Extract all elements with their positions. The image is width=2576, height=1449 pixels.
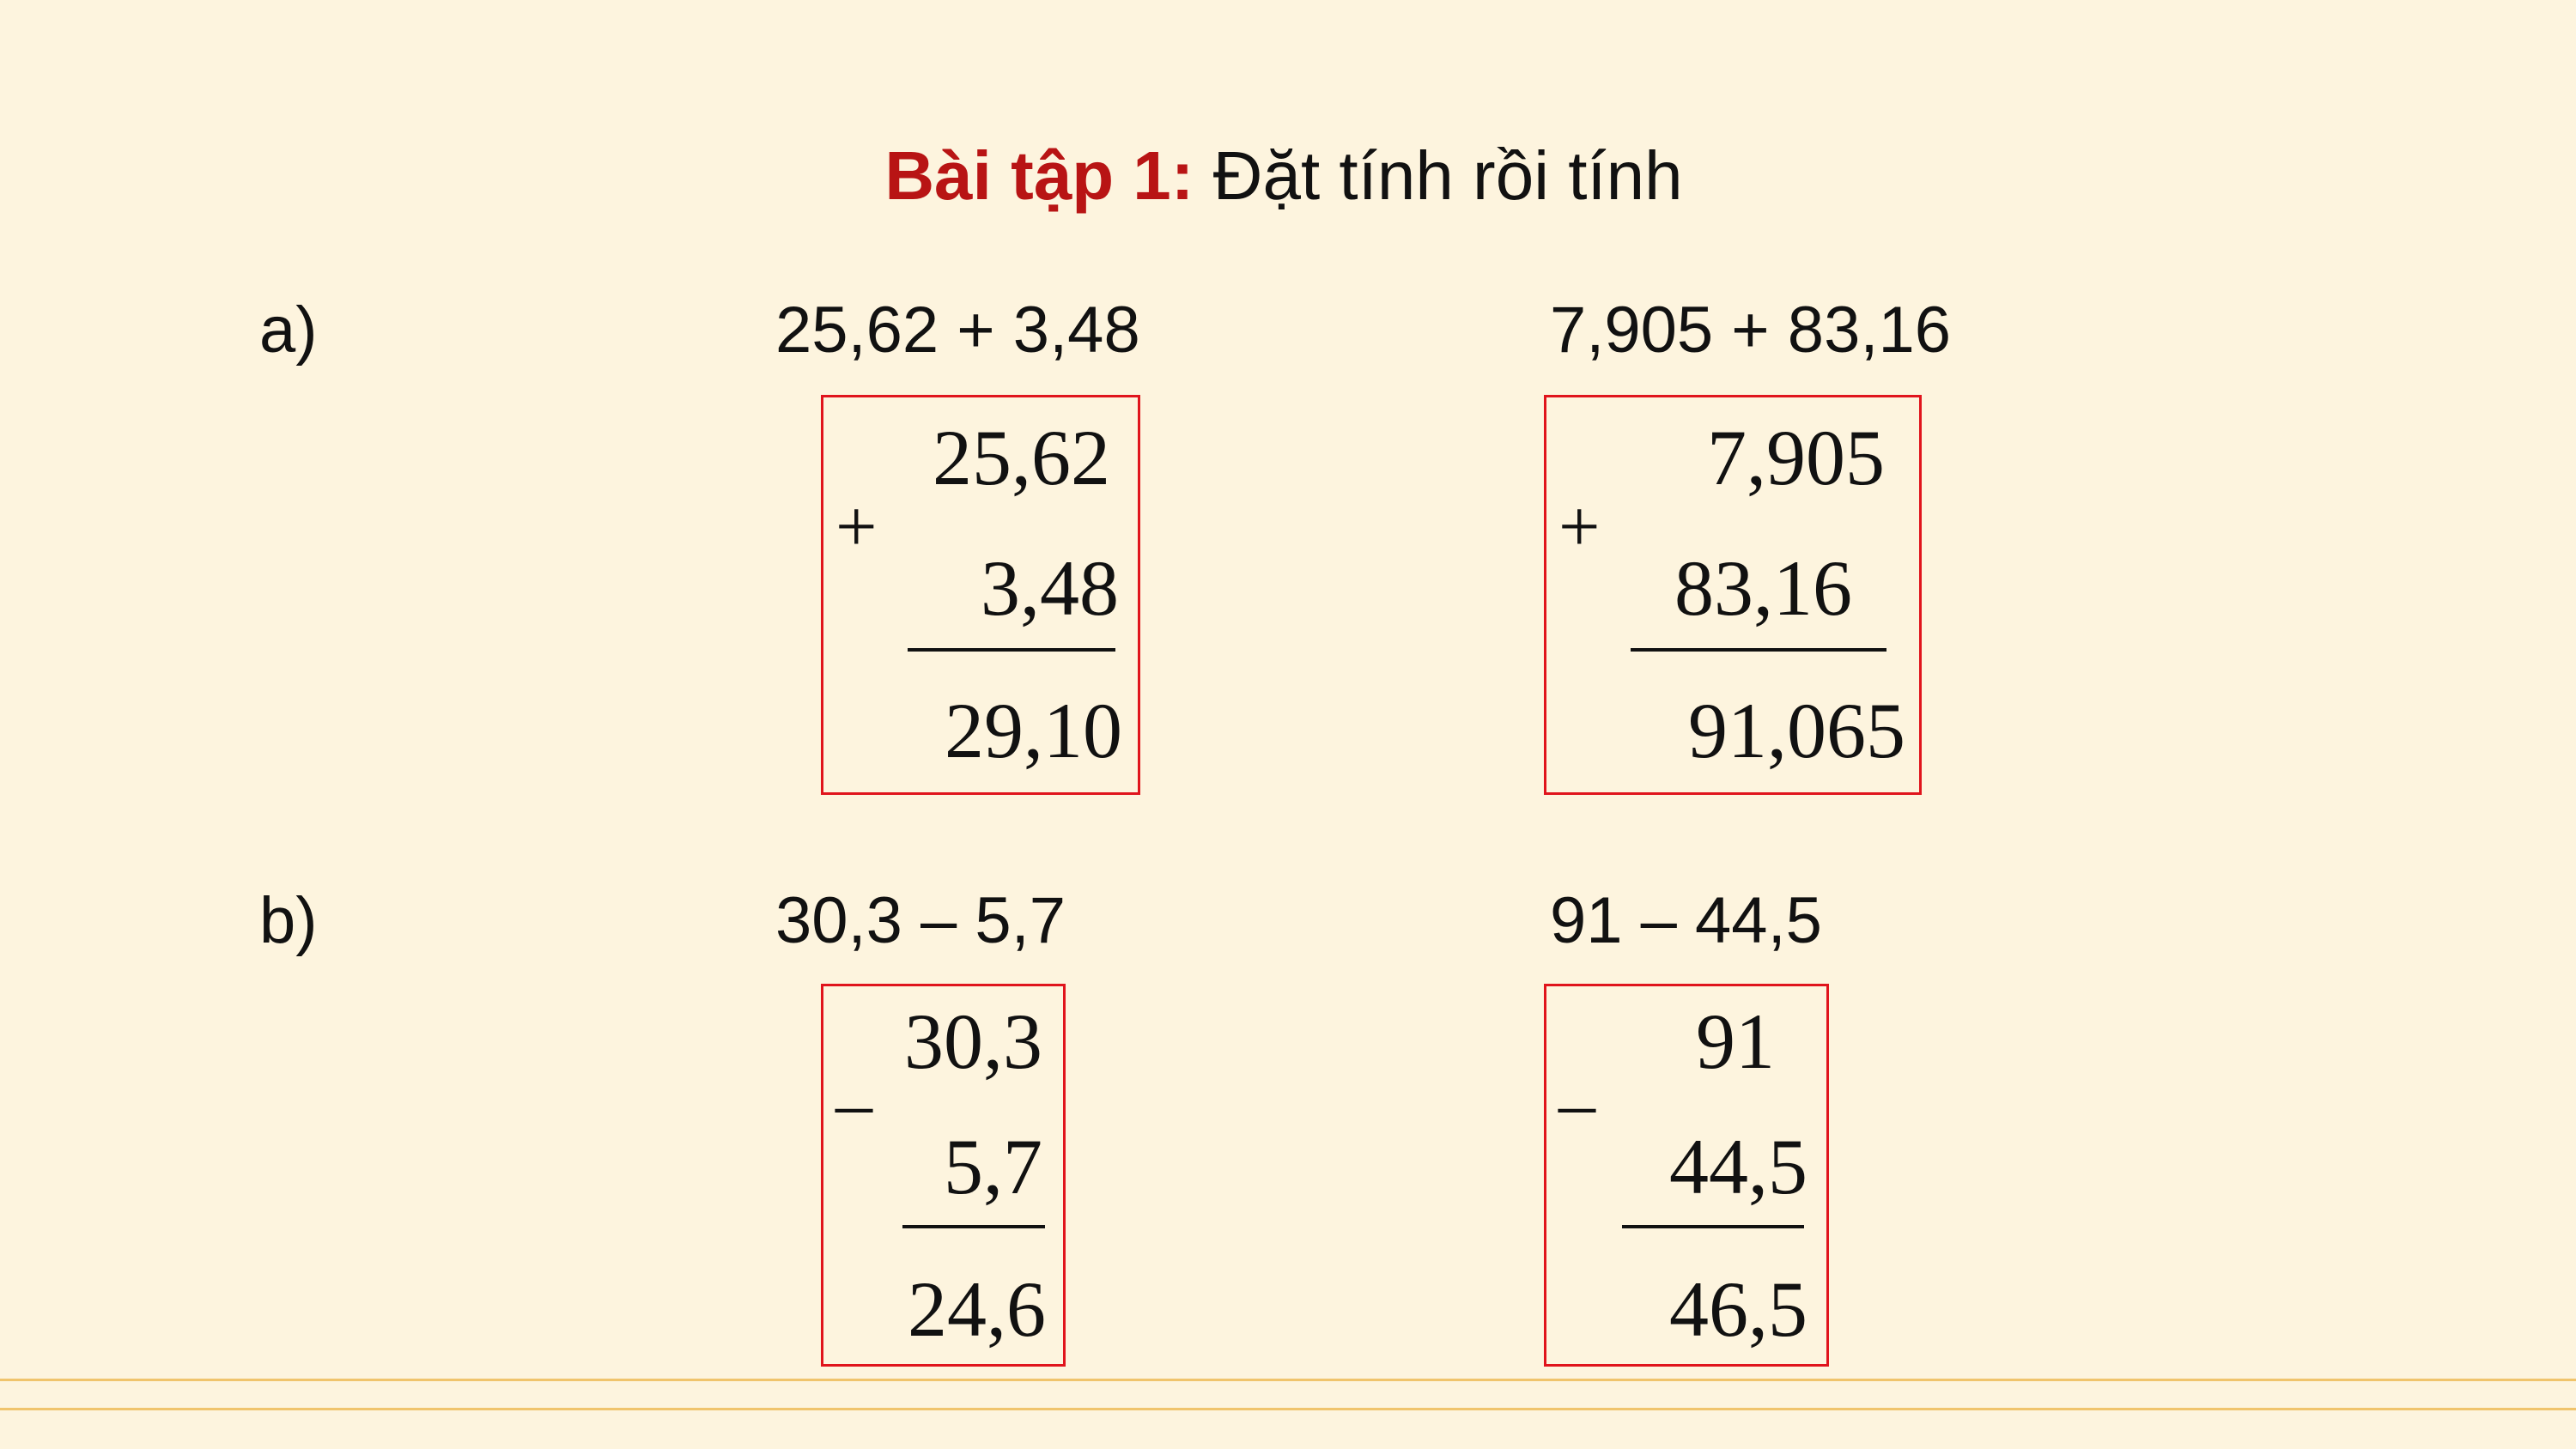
exercise-number: Bài tập 1:: [884, 137, 1194, 214]
part-a-label: a): [259, 294, 318, 367]
calc-a1-bottom: 3,48: [981, 544, 1119, 632]
minus-sign: –: [835, 1062, 872, 1144]
calc-b1-bottom: 5,7: [944, 1123, 1042, 1210]
calc-b2-result: 46,5: [1669, 1265, 1807, 1353]
calculation-a2: 7,905 + 83,16 91,065: [1544, 395, 1922, 795]
difference-line: [902, 1225, 1045, 1228]
calculation-b2: 91 – 44,5 46,5: [1544, 984, 1829, 1367]
calc-b2-top: 91: [1696, 997, 1775, 1085]
footer-line-bottom: [0, 1408, 2576, 1410]
difference-line: [1622, 1225, 1804, 1228]
calc-b1-result: 24,6: [908, 1265, 1046, 1353]
calc-a1-result: 29,10: [945, 687, 1122, 774]
problem-b1-expression: 30,3 – 5,7: [775, 884, 1066, 957]
minus-sign: –: [1558, 1062, 1595, 1144]
problem-b2-expression: 91 – 44,5: [1550, 884, 1822, 957]
plus-sign: +: [1558, 485, 1601, 567]
problem-a1-expression: 25,62 + 3,48: [775, 294, 1140, 367]
sum-line: [1631, 648, 1886, 652]
calc-a2-result: 91,065: [1688, 687, 1905, 774]
exercise-instruction: Đặt tính rồi tính: [1212, 137, 1683, 214]
plus-sign: +: [835, 485, 878, 567]
calc-a2-bottom: 83,16: [1674, 544, 1852, 632]
calculation-b1: 30,3 – 5,7 24,6: [821, 984, 1066, 1367]
problem-a2-expression: 7,905 + 83,16: [1550, 294, 1951, 367]
calc-b2-bottom: 44,5: [1669, 1123, 1807, 1210]
calc-a2-top: 7,905: [1707, 414, 1885, 501]
calc-a1-top: 25,62: [933, 414, 1110, 501]
calc-b1-top: 30,3: [904, 997, 1042, 1085]
part-b-label: b): [259, 884, 318, 957]
exercise-title: Bài tập 1: Đặt tính rồi tính: [0, 129, 2567, 223]
sum-line: [908, 648, 1115, 652]
calculation-a1: 25,62 + 3,48 29,10: [821, 395, 1140, 795]
footer-line-top: [0, 1379, 2576, 1381]
